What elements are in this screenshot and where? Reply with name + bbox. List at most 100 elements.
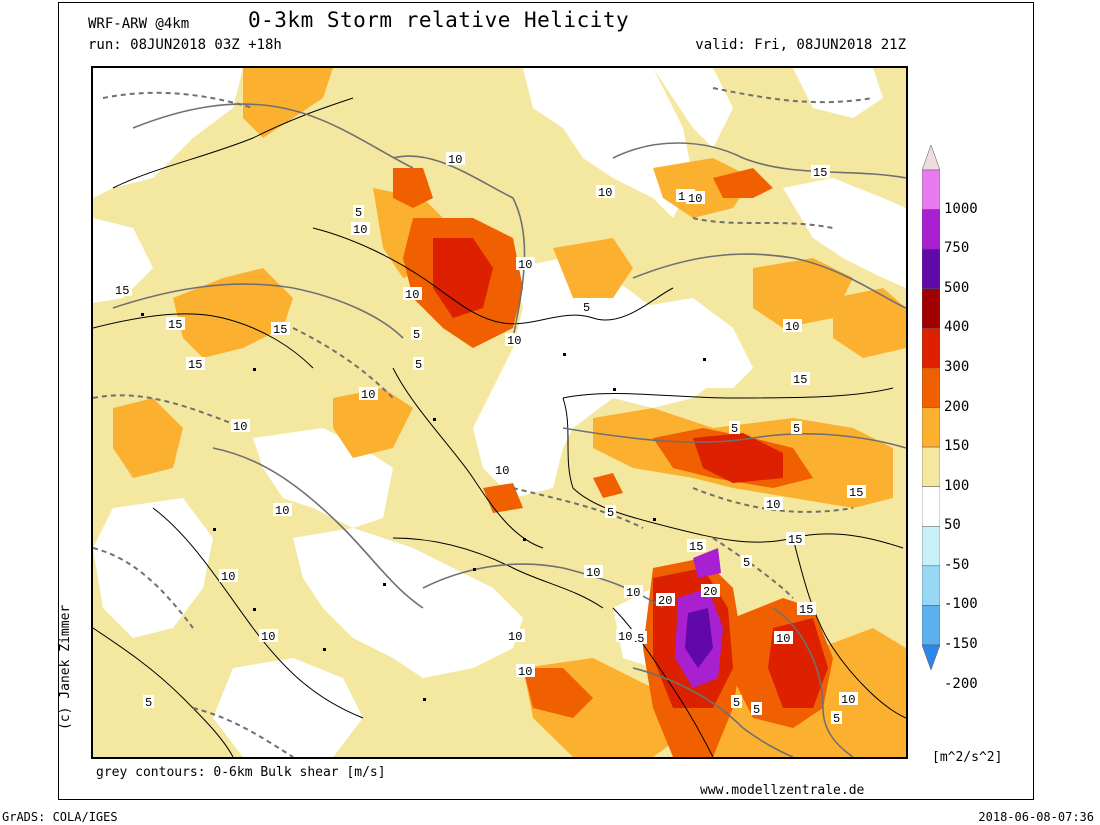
legend-tick-label: 750	[944, 240, 970, 257]
contour-label: 15	[849, 486, 863, 500]
contour-label-bg	[839, 692, 858, 705]
contour-label-bg	[446, 152, 465, 165]
contour-label: 5	[583, 301, 590, 315]
legend-tick-label: 100	[944, 477, 970, 494]
contour-label-bg	[516, 664, 535, 677]
legend-swatch	[922, 526, 940, 567]
legend-swatch	[922, 446, 940, 487]
contour-label-bg	[751, 702, 762, 715]
contour-label-bg	[186, 357, 205, 370]
legend-swatch	[922, 407, 940, 448]
contour-label: 10	[495, 464, 509, 478]
contour-label-bg	[505, 333, 524, 346]
legend-tick-label: -50	[944, 556, 970, 573]
contour-label-bg	[411, 327, 422, 340]
contour-label: 15	[273, 323, 287, 337]
contour-label: 5	[145, 696, 152, 710]
credit-label: (c) Janek Zimmer	[58, 604, 73, 730]
helicity-map: 15 15 15 15 15 10 10 10 10 10 5 10 10 5 10 5 5 10 10 15 15 10…	[91, 66, 908, 759]
run-label: run: 08JUN2018 03Z +18h	[88, 37, 282, 53]
legend-swatch	[922, 565, 940, 606]
contour-label-bg	[764, 497, 783, 510]
contour-label: 10	[776, 632, 790, 646]
contour-label: 15	[188, 358, 202, 372]
contour-label: 20	[658, 594, 672, 608]
contour-label-bg	[774, 631, 793, 644]
contour-label-bg	[701, 584, 720, 597]
contour-label: 10	[233, 420, 247, 434]
contour-label: 5	[793, 422, 800, 436]
contour-label-bg	[271, 322, 290, 335]
legend-swatch	[922, 169, 940, 210]
valid-time-label: valid: Fri, 08JUN2018 21Z	[695, 37, 906, 53]
contour-label-bg	[259, 629, 278, 642]
contour-label-bg	[656, 593, 675, 606]
contour-label-bg	[273, 503, 292, 516]
contour-label-bg	[506, 629, 525, 642]
legend-swatch	[922, 209, 940, 250]
contour-label: 10	[785, 320, 799, 334]
legend-swatch	[922, 145, 940, 171]
contour-label-bg	[596, 185, 615, 198]
contour-label: 15	[813, 166, 827, 180]
contour-label: 10	[688, 192, 702, 206]
contour-label: 15	[788, 533, 802, 547]
contour-label: 5	[833, 712, 840, 726]
contour-label-bg	[741, 555, 752, 568]
units-label: [m^2/s^2]	[932, 750, 1003, 765]
contour-label-bg	[731, 695, 742, 708]
contour-label: 10	[841, 693, 855, 707]
contour-label-bg	[493, 463, 512, 476]
contour-label: 5	[731, 422, 738, 436]
contour-label-bg	[605, 505, 616, 518]
legend-swatch	[922, 288, 940, 329]
contour-label: 10	[507, 334, 521, 348]
contour-label: 10	[361, 388, 375, 402]
contour-label-bg	[791, 421, 802, 434]
contour-label-bg	[783, 319, 802, 332]
contour-label-bg	[351, 222, 370, 235]
contour-label: 10	[598, 186, 612, 200]
contour-label-bg	[791, 372, 810, 385]
contour-label-bg	[353, 205, 364, 218]
contour-label-bg	[581, 300, 592, 313]
contour-label: 5	[413, 328, 420, 342]
timestamp-label: 2018-06-08-07:36	[978, 810, 1094, 824]
contour-label: 10	[261, 630, 275, 644]
contour-label: 10	[275, 504, 289, 518]
legend-tick-label: -150	[944, 636, 978, 652]
legend-tick-label: 150	[944, 438, 970, 455]
contour-label: 10	[766, 498, 780, 512]
contour-label: 10	[618, 630, 632, 644]
contour-label: 10	[586, 566, 600, 580]
contour-label: 5	[607, 506, 614, 520]
legend-swatch	[922, 644, 940, 670]
color-legend	[922, 145, 940, 670]
figure-frame	[58, 2, 1034, 800]
legend-tick-label: 200	[944, 398, 970, 415]
website-link[interactable]: www.modellzentrale.de	[700, 783, 865, 798]
contour-label: 10	[626, 586, 640, 600]
contour-label-bg	[831, 711, 842, 724]
contour-label: 10	[353, 223, 367, 237]
contour-label-bg	[219, 569, 238, 582]
legend-swatch	[922, 248, 940, 289]
shear-contours-dashed	[93, 87, 874, 757]
contour-label-bg	[624, 585, 643, 598]
contour-label-bg	[166, 317, 185, 330]
contour-label-bg	[811, 165, 830, 178]
legend-tick-label: 50	[944, 517, 961, 534]
contour-label: 15	[799, 603, 813, 617]
legend-tick-label: 1000	[944, 200, 978, 217]
contour-label: 15	[689, 540, 703, 554]
legend-tick-label: -200	[944, 675, 978, 692]
contour-label: 5	[355, 206, 362, 220]
contour-label: 15	[115, 284, 129, 298]
contour-label-bg	[231, 419, 250, 432]
contour-label-bg	[686, 191, 705, 204]
contour-label: 20	[703, 585, 717, 599]
legend-tick-label: -100	[944, 596, 978, 613]
legend-tick-label: 300	[944, 358, 970, 375]
contour-label: 10	[508, 630, 522, 644]
